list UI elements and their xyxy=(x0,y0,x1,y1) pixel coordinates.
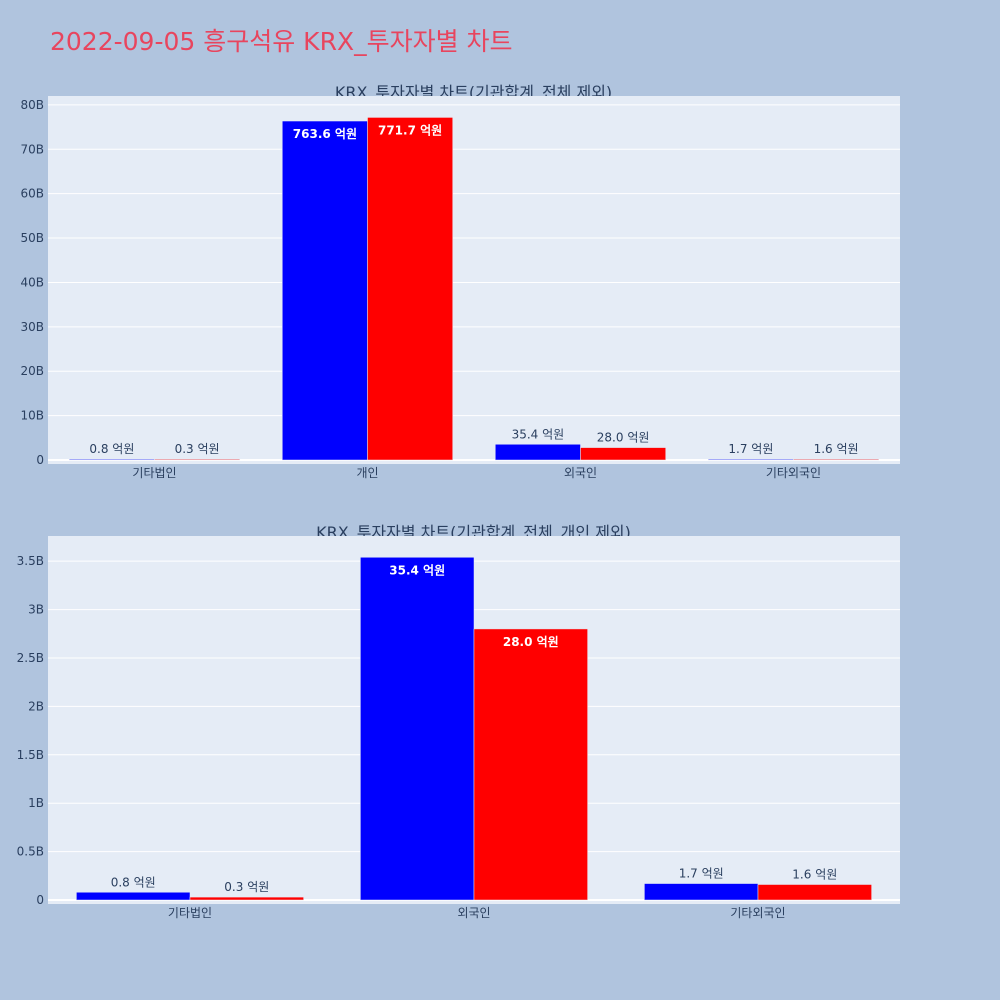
data-label: 28.0 억원 xyxy=(597,431,650,445)
data-label: 1.7 억원 xyxy=(728,442,773,456)
y-tick-label: 0 xyxy=(36,453,44,467)
y-tick-label: 1.5B xyxy=(17,748,44,762)
y-tick-label: 80B xyxy=(20,98,44,112)
bar xyxy=(367,117,453,461)
data-label: 763.6 억원 xyxy=(293,127,357,141)
chart-1: 0 10B 20B 30B 40B 50B 60B 70B 80B 기타법인 0.8 억원 0.3 억… xyxy=(20,96,900,480)
y-tick-label: 70B xyxy=(20,142,44,156)
bar xyxy=(360,557,475,901)
bar xyxy=(473,628,588,901)
y-tick-label: 3B xyxy=(28,603,44,617)
x-tick-label: 개인 xyxy=(356,466,378,480)
data-label: 35.4 억원 xyxy=(512,427,565,441)
bar xyxy=(76,892,191,901)
data-label: 0.3 억원 xyxy=(224,880,269,894)
y-tick-label: 50B xyxy=(20,231,44,245)
y-tick-label: 3.5B xyxy=(17,554,44,568)
bar xyxy=(793,458,879,461)
bar xyxy=(644,883,759,901)
x-tick-label: 기타법인 xyxy=(168,906,212,920)
x-tick-label: 외국인 xyxy=(457,906,490,920)
data-label: 1.6 억원 xyxy=(792,868,837,882)
y-tick-label: 0 xyxy=(36,893,44,907)
y-tick-label: 0.5B xyxy=(17,845,44,859)
y-tick-label: 20B xyxy=(20,364,44,378)
plot-area xyxy=(48,96,900,464)
page-title: 2022-09-05 흥구석유 KRX_투자자별 차트 xyxy=(50,27,513,56)
y-tick-label: 1B xyxy=(28,796,44,810)
data-label: 0.8 억원 xyxy=(89,442,134,456)
data-label: 35.4 억원 xyxy=(389,563,445,577)
y-tick-label: 60B xyxy=(20,187,44,201)
data-label: 28.0 억원 xyxy=(503,635,559,649)
x-tick-label: 기타외국인 xyxy=(730,906,785,920)
x-tick-label: 기타법인 xyxy=(132,466,176,480)
data-label: 0.8 억원 xyxy=(111,875,156,889)
data-label: 771.7 억원 xyxy=(378,123,442,137)
y-tick-label: 30B xyxy=(20,320,44,334)
y-tick-label: 40B xyxy=(20,275,44,289)
x-tick-label: 기타외국인 xyxy=(766,466,821,480)
bar xyxy=(154,458,240,461)
x-tick-label: 외국인 xyxy=(564,466,597,480)
y-tick-label: 2.5B xyxy=(17,651,44,665)
bar xyxy=(282,120,368,461)
data-label: 1.6 억원 xyxy=(814,442,859,456)
data-label: 1.7 억원 xyxy=(679,867,724,881)
bar xyxy=(189,896,304,901)
bar xyxy=(757,884,872,901)
y-tick-label: 10B xyxy=(20,409,44,423)
bar xyxy=(580,447,666,461)
data-label: 0.3 억원 xyxy=(175,442,220,456)
y-tick-label: 2B xyxy=(28,699,44,713)
